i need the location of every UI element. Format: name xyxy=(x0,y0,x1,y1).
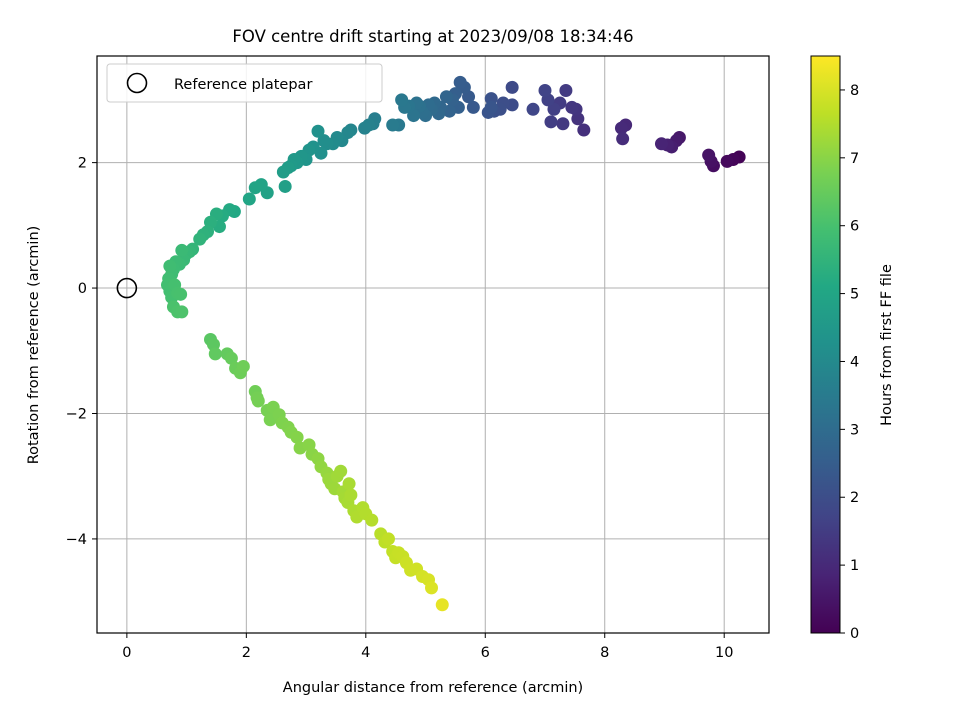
reference-marker xyxy=(116,277,138,299)
x-tick-label: 2 xyxy=(242,645,251,661)
colorbar-label: Hours from first FF file xyxy=(879,264,895,426)
grid xyxy=(97,56,769,633)
colorbar-frame xyxy=(810,55,841,634)
data-point xyxy=(342,477,356,491)
data-point xyxy=(466,100,480,114)
data-point xyxy=(251,394,265,408)
data-point xyxy=(614,121,628,135)
data-point xyxy=(386,118,400,132)
data-point xyxy=(193,232,207,246)
data-point xyxy=(654,137,668,151)
data-point xyxy=(163,259,177,273)
data-point xyxy=(311,124,325,138)
colorbar-tick-label: 2 xyxy=(850,490,859,506)
x-tick-label: 4 xyxy=(361,645,370,661)
colorbar-tick-label: 8 xyxy=(850,83,859,99)
colorbar-tick-label: 1 xyxy=(850,558,859,574)
data-point xyxy=(547,102,561,116)
data-point xyxy=(720,154,734,168)
data-point xyxy=(224,351,238,365)
legend-marker xyxy=(126,72,148,94)
x-tick-label: 10 xyxy=(715,645,733,661)
data-point xyxy=(358,121,372,135)
colorbar-tick-label: 5 xyxy=(850,287,859,303)
data-point xyxy=(439,90,453,104)
data-point xyxy=(544,115,558,129)
data-point xyxy=(208,347,222,361)
data-point xyxy=(174,287,188,301)
data-point xyxy=(236,359,250,373)
data-point xyxy=(248,181,262,195)
data-point xyxy=(559,83,573,97)
scatter-points xyxy=(160,75,746,612)
y-tick-label: 2 xyxy=(78,156,87,172)
data-point xyxy=(175,243,189,257)
x-tick-label: 6 xyxy=(481,645,490,661)
x-tick-label: 8 xyxy=(600,645,609,661)
colorbar-tick-label: 4 xyxy=(850,354,859,370)
y-axis-label: Rotation from reference (arcmin) xyxy=(26,226,42,465)
data-point xyxy=(565,100,579,114)
data-point xyxy=(526,102,540,116)
data-point xyxy=(538,83,552,97)
data-point xyxy=(365,513,379,527)
data-point xyxy=(702,148,716,162)
data-point xyxy=(175,305,189,319)
data-point xyxy=(505,80,519,94)
x-axis-label: Angular distance from reference (arcmin) xyxy=(283,680,583,696)
data-point xyxy=(556,117,570,131)
data-point xyxy=(395,93,409,107)
colorbar-gradient xyxy=(811,56,840,633)
data-point xyxy=(317,134,331,148)
x-tick-label: 0 xyxy=(122,645,131,661)
legend: Reference platepar xyxy=(106,63,383,103)
data-point xyxy=(435,598,449,612)
data-point xyxy=(381,532,395,546)
colorbar-ticks: 0 1 2 3 4 5 6 7 8 xyxy=(840,83,859,642)
data-point xyxy=(242,192,256,206)
data-point xyxy=(334,464,348,478)
colorbar-tick-label: 6 xyxy=(850,219,859,235)
x-axis: 0 2 4 6 8 10 xyxy=(122,633,733,661)
y-axis: −4 −2 0 2 xyxy=(66,156,97,548)
colorbar-tick-label: 0 xyxy=(850,626,859,642)
data-point xyxy=(484,100,498,114)
y-tick-label: −4 xyxy=(66,532,87,548)
data-point xyxy=(278,179,292,193)
data-point xyxy=(616,132,630,146)
data-point xyxy=(290,430,304,444)
y-tick-label: 0 xyxy=(78,281,87,297)
data-point xyxy=(453,75,467,89)
data-point xyxy=(577,123,591,137)
plot-frame xyxy=(96,55,770,634)
chart-title: FOV centre drift starting at 2023/09/08 … xyxy=(232,27,633,46)
y-tick-label: −2 xyxy=(66,406,87,422)
colorbar-tick-label: 7 xyxy=(850,151,859,167)
data-point xyxy=(276,165,290,179)
data-point xyxy=(344,488,358,502)
legend-label: Reference platepar xyxy=(174,77,312,93)
legend-box xyxy=(106,63,383,103)
colorbar: 0 1 2 3 4 5 6 7 8 Hours from first FF file xyxy=(810,55,895,642)
colorbar-tick-label: 3 xyxy=(850,422,859,438)
data-point xyxy=(425,581,439,595)
